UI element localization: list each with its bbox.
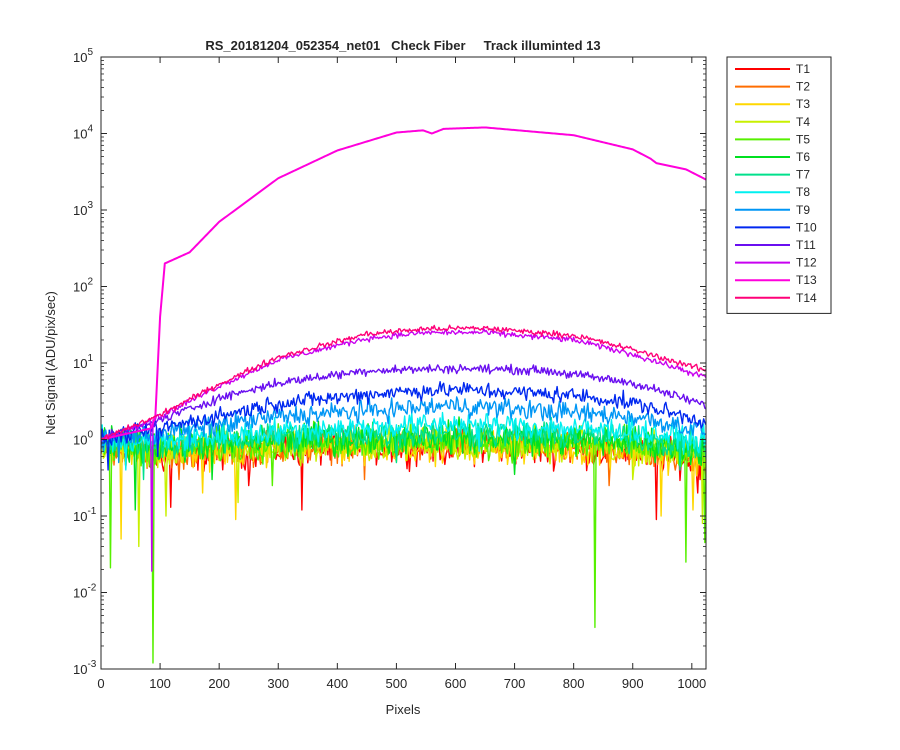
y-axis-label: Net Signal (ADU/pix/sec) — [43, 291, 58, 435]
x-tick-label: 0 — [97, 676, 104, 691]
x-tick-label: 200 — [208, 676, 230, 691]
plot-frame — [100, 56, 707, 670]
x-tick-label: 100 — [149, 676, 171, 691]
legend-label-t1: T1 — [796, 62, 810, 76]
x-tick-label: 500 — [386, 676, 408, 691]
series-line-t11 — [101, 363, 706, 446]
x-tick-label: 700 — [504, 676, 526, 691]
legend-label-t6: T6 — [796, 150, 810, 164]
x-tick-label: 800 — [563, 676, 585, 691]
y-tick-label: 103 — [73, 200, 93, 218]
legend-label-t9: T9 — [796, 203, 810, 217]
legend-label-t8: T8 — [796, 185, 810, 199]
legend-label-t10: T10 — [796, 220, 817, 234]
legend-label-t12: T12 — [796, 256, 817, 270]
legend-label-t4: T4 — [796, 115, 810, 129]
plot-area — [101, 57, 706, 669]
x-tick-label: 600 — [445, 676, 467, 691]
y-tick-label: 100 — [73, 430, 93, 448]
chart-title: RS_20181204_052354_net01 Check Fiber Tra… — [205, 38, 600, 53]
y-tick-label: 10-2 — [73, 583, 97, 601]
axes-layer: 0 100 200 300 400 500 600 700 800 900 1000 10-3 10-2… — [73, 47, 706, 691]
x-tick-label: 300 — [267, 676, 289, 691]
legend: T1 T2 T3 T4 T5 T6 T7 T8 T9 T10 T11 T12 T13 T14 — [726, 56, 832, 314]
y-tick-label: 10-3 — [73, 659, 97, 677]
legend-box — [726, 56, 832, 314]
legend-label-t11: T11 — [796, 238, 816, 252]
series-line-t12 — [101, 328, 706, 572]
legend-label-t14: T14 — [796, 291, 817, 305]
legend-label-t5: T5 — [796, 132, 810, 146]
series-line-t13 — [101, 126, 706, 441]
series-line-t10 — [101, 381, 706, 471]
series-line-t9 — [101, 396, 706, 464]
series-line-t8 — [101, 411, 706, 471]
y-tick-label: 102 — [73, 277, 93, 295]
y-tick-label: 10-1 — [73, 506, 97, 524]
legend-label-t2: T2 — [796, 80, 810, 94]
series-line-t7 — [101, 416, 706, 481]
legend-label-t3: T3 — [796, 97, 810, 111]
x-tick-label: 400 — [326, 676, 348, 691]
series-layer — [101, 126, 706, 664]
y-tick-label: 101 — [73, 353, 93, 371]
legend-label-t13: T13 — [796, 273, 817, 287]
y-tick-label: 105 — [73, 47, 93, 65]
x-axis-label: Pixels — [386, 702, 421, 717]
series-line-t14 — [101, 324, 706, 440]
x-tick-label: 1000 — [677, 676, 706, 691]
y-tick-label: 104 — [73, 124, 93, 142]
legend-label-t7: T7 — [796, 168, 810, 182]
x-tick-label: 900 — [622, 676, 644, 691]
